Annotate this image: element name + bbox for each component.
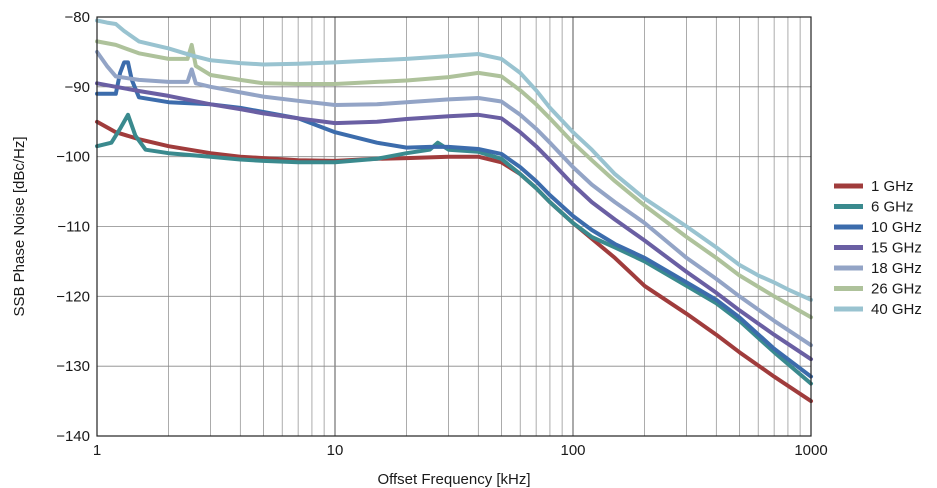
x-tick-label: 1000: [794, 442, 827, 459]
legend-label: 6 GHz: [871, 199, 914, 216]
grid: [96, 16, 811, 437]
series-line: [95, 49, 813, 348]
x-tick-label: 10: [327, 442, 344, 459]
y-axis-label: SSB Phase Noise [dBc/Hz]: [11, 136, 28, 316]
x-axis-label: Offset Frequency [kHz]: [377, 471, 530, 488]
legend-label: 1 GHz: [871, 178, 914, 195]
legend-label: 26 GHz: [871, 281, 922, 298]
series-line: [95, 39, 813, 320]
y-tick-label: −90: [65, 79, 90, 96]
y-tick-label: −80: [65, 9, 90, 26]
legend-label: 10 GHz: [871, 219, 922, 236]
x-tick-label: 1: [93, 442, 101, 459]
series-line: [95, 112, 813, 386]
series-line: [95, 60, 813, 379]
plot-frame: [96, 16, 812, 437]
series-line: [95, 119, 813, 404]
series-lines: [95, 18, 813, 404]
x-tick-label: 100: [560, 442, 585, 459]
y-tick-label: −120: [56, 288, 90, 305]
y-tick-label: −110: [57, 219, 90, 236]
legend: 1 GHz 6 GHz 10 GHz 15 GHz 18 GHz 26 GHz 40 GHz: [834, 178, 922, 318]
y-tick-label: −130: [56, 358, 90, 375]
y-tick-label: −140: [56, 428, 90, 445]
y-tick-label: −100: [56, 149, 90, 166]
legend-label: 15 GHz: [871, 240, 922, 257]
legend-label: 40 GHz: [871, 301, 922, 318]
tick-labels: 1 10 100 1000 −140 −130 −120 −110 −100 −90 −80: [56, 9, 827, 459]
legend-label: 18 GHz: [871, 260, 922, 277]
series-line: [95, 18, 813, 302]
series-line: [95, 81, 813, 362]
